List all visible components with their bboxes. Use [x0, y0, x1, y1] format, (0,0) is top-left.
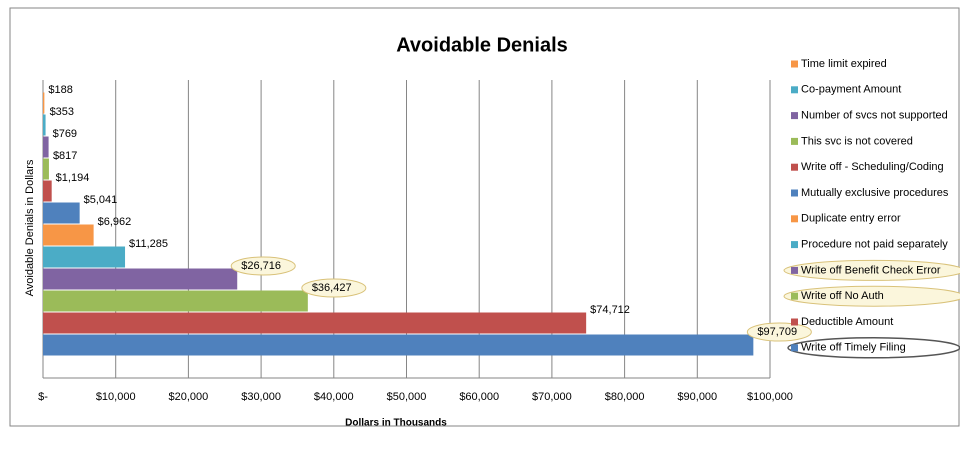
value-label: $36,427: [312, 282, 352, 294]
x-tick-label: $90,000: [677, 391, 717, 403]
x-tick-label: $60,000: [459, 391, 499, 403]
value-label: $817: [53, 150, 77, 162]
bar: [43, 268, 238, 290]
legend-swatch: [791, 292, 798, 300]
legend-label: Write off Benefit Check Error: [801, 264, 941, 276]
x-tick-label: $40,000: [314, 391, 354, 403]
legend-highlight: [783, 259, 960, 281]
legend-swatch: [791, 112, 798, 120]
bar: [43, 158, 49, 180]
x-tick-label: $10,000: [96, 391, 136, 403]
bar: [43, 312, 587, 334]
highlight: [230, 256, 296, 276]
legend-label: Write off No Auth: [801, 290, 884, 302]
x-tick-label: $20,000: [169, 391, 209, 403]
value-label: $769: [53, 128, 77, 140]
value-label: $1,194: [56, 172, 90, 184]
x-tick-label: $50,000: [387, 391, 427, 403]
value-label: $6,962: [98, 216, 132, 228]
x-tick-label: $80,000: [605, 391, 645, 403]
legend-label: Number of svcs not supported: [801, 110, 948, 122]
legend-swatch: [791, 189, 798, 197]
x-tick-label: $30,000: [241, 391, 281, 403]
legend-swatch: [791, 241, 798, 249]
x-tick-label: $70,000: [532, 391, 572, 403]
legend-label: Deductible Amount: [801, 316, 893, 328]
bar: [43, 224, 94, 246]
legend-swatch: [791, 86, 798, 94]
value-label: $11,285: [129, 238, 168, 250]
highlight: [746, 322, 812, 342]
x-tick-label: $-: [38, 391, 48, 403]
legend-label: Write off Timely Filing: [801, 342, 906, 354]
value-label: $26,716: [241, 260, 281, 272]
bar: [43, 334, 754, 356]
value-label: $353: [50, 106, 74, 118]
value-label: $5,041: [84, 194, 118, 206]
bar: [43, 92, 45, 114]
legend-label: Time limit expired: [801, 58, 887, 70]
bar: [43, 202, 80, 224]
bar: [43, 290, 308, 312]
value-label: $188: [48, 84, 72, 96]
legend-label: This svc is not covered: [801, 135, 913, 147]
legend-swatch: [791, 60, 798, 68]
bar: [43, 246, 126, 268]
legend-label: Write off - Scheduling/Coding: [801, 161, 944, 173]
legend-swatch: [791, 215, 798, 223]
legend-swatch: [791, 344, 798, 352]
legend-label: Co-payment Amount: [801, 84, 901, 96]
chart-title: Avoidable Denials: [396, 34, 568, 56]
x-tick-label: $100,000: [747, 391, 793, 403]
legend-label: Procedure not paid separately: [801, 239, 948, 251]
legend-highlight: [787, 337, 960, 359]
bar: [43, 180, 52, 202]
legend-label: Duplicate entry error: [801, 213, 901, 225]
x-axis-title: Dollars in Thousands: [345, 418, 447, 429]
y-axis-title: Avoidable Denials in Dollars: [24, 159, 36, 296]
legend-label: Mutually exclusive procedures: [801, 187, 949, 199]
legend-highlight: [783, 285, 960, 307]
chart-frame: [9, 7, 960, 427]
value-label: $97,709: [757, 326, 797, 338]
legend-swatch: [791, 266, 798, 274]
bar: [43, 136, 49, 158]
value-label: $74,712: [590, 304, 630, 316]
legend-swatch: [791, 137, 798, 145]
bar: [43, 114, 46, 136]
legend-swatch: [791, 163, 798, 171]
highlight: [301, 278, 367, 298]
legend-swatch: [791, 318, 798, 326]
